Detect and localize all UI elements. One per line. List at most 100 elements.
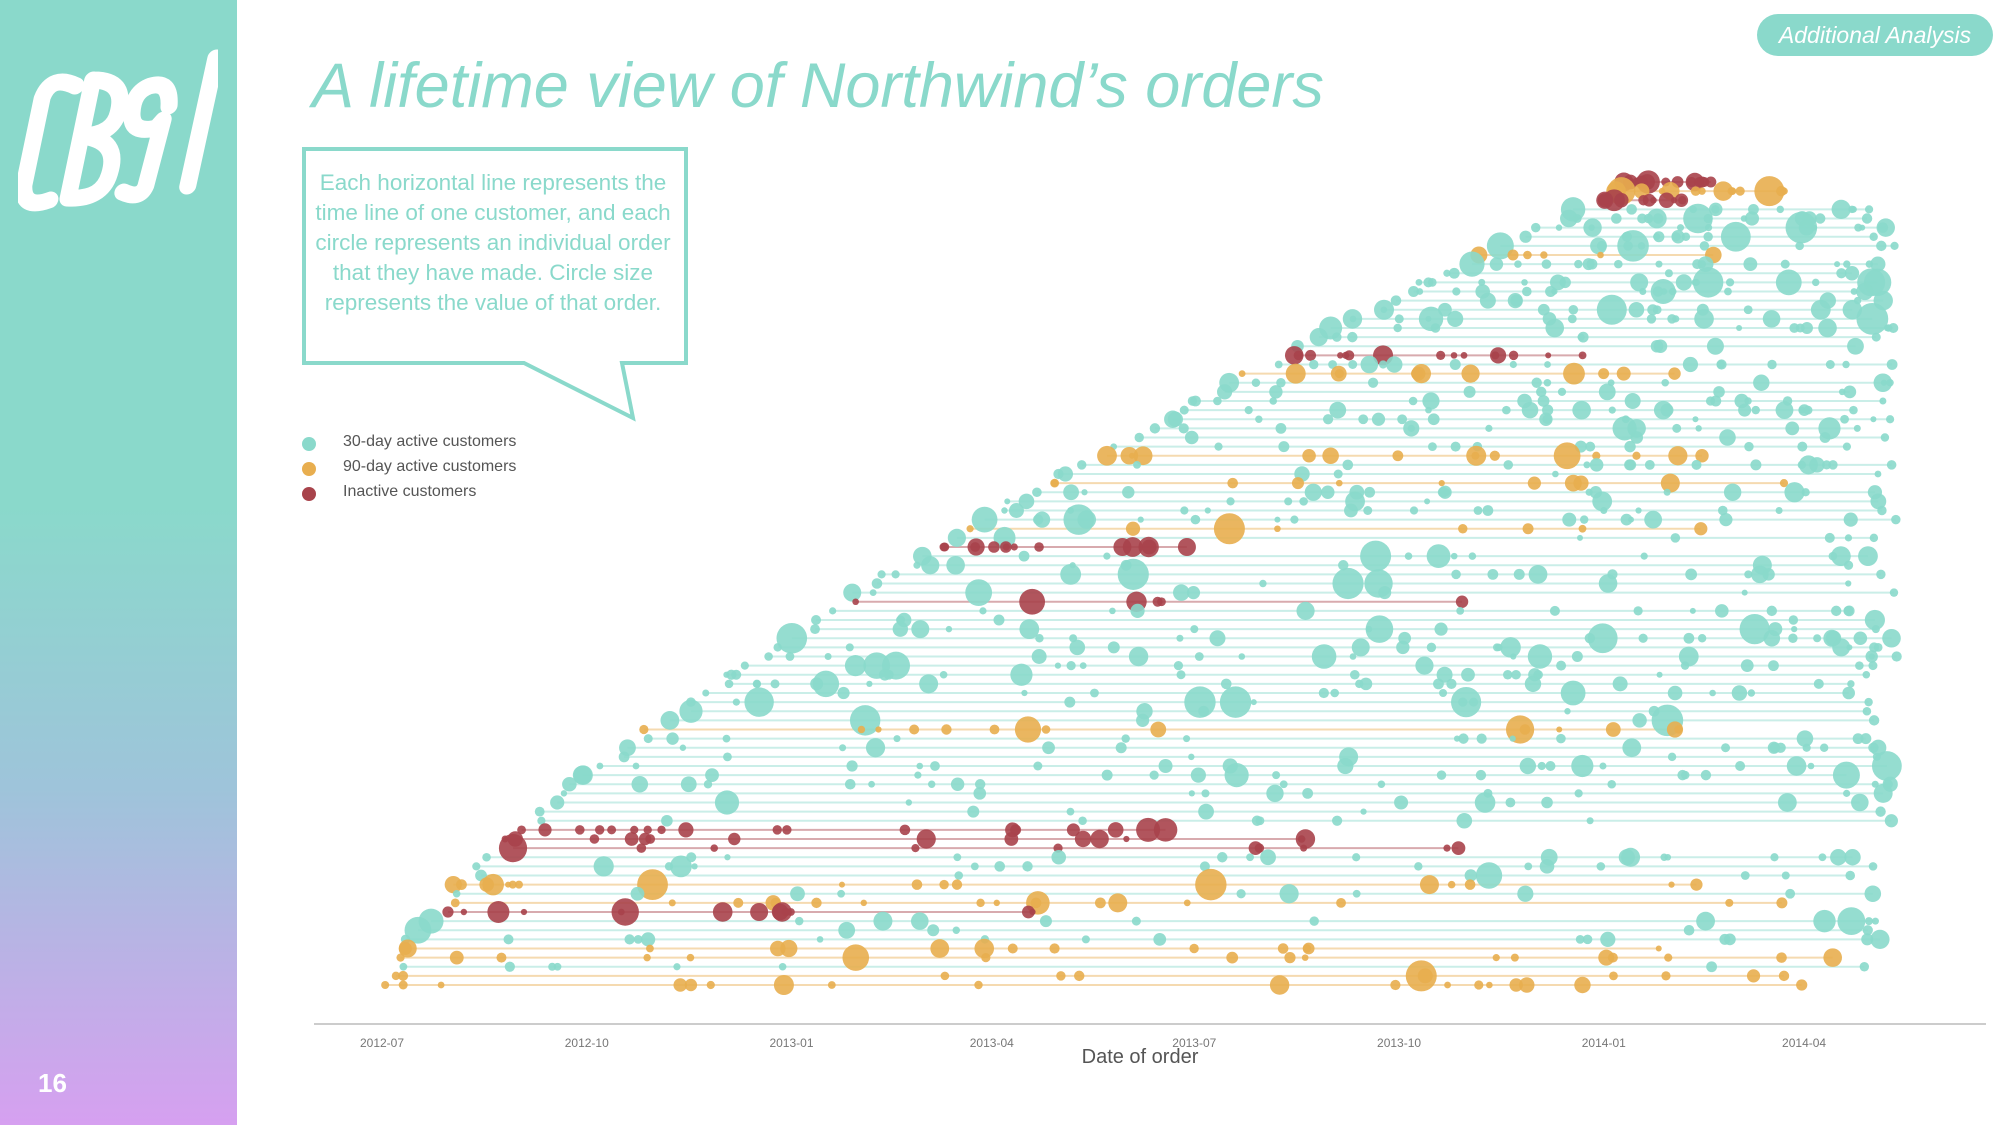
order-dot (1474, 980, 1484, 990)
order-dot (1886, 415, 1895, 424)
order-dot (1725, 898, 1734, 907)
order-dot (852, 598, 859, 606)
order-dot (1776, 897, 1788, 909)
order-dot (1846, 644, 1853, 651)
order-dot (1864, 205, 1874, 214)
order-dot (857, 725, 866, 734)
order-dot (1360, 808, 1367, 815)
order-dot (1677, 224, 1685, 232)
order-dot (1358, 414, 1369, 425)
order-dot (1876, 569, 1886, 580)
order-dot (1803, 405, 1813, 415)
order-dot (637, 869, 668, 901)
order-dot (1500, 637, 1521, 658)
order-dot (1661, 378, 1670, 387)
order-dot (1060, 563, 1082, 585)
order-dot (1138, 536, 1159, 558)
order-dot (1476, 733, 1487, 744)
order-dot (1725, 278, 1735, 287)
order-dot (1018, 493, 1035, 510)
order-dot (1819, 432, 1831, 443)
order-dot (1436, 770, 1447, 780)
order-dot (974, 938, 995, 959)
order-dot (1524, 862, 1533, 871)
order-dot (1066, 823, 1080, 837)
x-tick-label: 2013-07 (1172, 1036, 1216, 1050)
order-dot (1767, 359, 1777, 370)
order-dot (1213, 396, 1222, 406)
order-dot (947, 528, 966, 547)
order-dot (1576, 534, 1583, 541)
legend-item-90-day: 90-day active customers (300, 457, 600, 482)
order-dot (1705, 396, 1716, 406)
order-dot (1002, 543, 1010, 551)
order-dot (911, 620, 930, 639)
order-dot (1624, 393, 1641, 409)
order-dot (1409, 506, 1419, 515)
order-dot (450, 898, 460, 908)
order-dot (1032, 514, 1044, 525)
order-dot (1032, 487, 1042, 498)
order-dot (724, 679, 734, 689)
order-dot (1663, 488, 1671, 496)
order-dot (1189, 943, 1199, 954)
order-dot (753, 680, 761, 688)
order-dot (1269, 385, 1283, 399)
order-dot (1272, 771, 1281, 780)
order-dot (811, 615, 822, 625)
order-dot (875, 726, 882, 733)
order-dot (1813, 909, 1836, 933)
order-dot (1600, 931, 1616, 947)
order-dot (1531, 377, 1542, 388)
order-dot (1850, 288, 1858, 295)
order-dot (1473, 506, 1483, 515)
order-dot (1510, 653, 1517, 660)
order-dot (1136, 817, 1161, 842)
order-dot (1430, 323, 1441, 333)
order-dot (1717, 505, 1728, 516)
order-dot (1721, 743, 1731, 753)
order-dot (1149, 770, 1159, 780)
order-dot (1109, 607, 1116, 615)
order-dot (1309, 359, 1319, 370)
order-dot (1574, 976, 1591, 994)
order-dot (643, 734, 653, 744)
order-dot (686, 953, 695, 962)
order-dot (1019, 588, 1046, 615)
order-dot (1696, 911, 1715, 931)
order-dot (816, 936, 824, 943)
order-dot (1332, 567, 1364, 600)
order-dot (1731, 685, 1748, 701)
order-dot (971, 506, 998, 533)
order-dot (1458, 733, 1469, 744)
order-dot (1107, 822, 1124, 838)
order-dot (1475, 769, 1487, 781)
order-dot (1723, 483, 1742, 501)
order-dot (1556, 733, 1566, 744)
order-dot (575, 825, 585, 835)
order-dot (1751, 405, 1760, 415)
order-dot (1224, 763, 1249, 788)
order-dot (1577, 331, 1589, 343)
order-dot (1599, 195, 1609, 205)
legend-dot-30-day (302, 437, 316, 451)
order-dot (1678, 646, 1699, 667)
order-dot (1740, 659, 1754, 673)
order-dot (1860, 733, 1872, 745)
order-dot (732, 698, 740, 706)
additional-analysis-badge[interactable]: Additional Analysis (1757, 14, 1993, 56)
order-dot (1415, 656, 1434, 675)
order-dot (722, 734, 731, 743)
order-dot (1617, 230, 1649, 262)
order-dot (1842, 360, 1850, 369)
order-dot (537, 816, 546, 825)
order-dot (1660, 473, 1680, 493)
order-dot (1845, 870, 1856, 881)
order-dot (1522, 523, 1534, 535)
order-dot (1683, 924, 1695, 936)
order-dot (1524, 675, 1542, 693)
order-dot (824, 653, 832, 660)
order-dot (1305, 349, 1317, 361)
order-dot (1854, 223, 1863, 232)
order-dot (1050, 478, 1060, 488)
